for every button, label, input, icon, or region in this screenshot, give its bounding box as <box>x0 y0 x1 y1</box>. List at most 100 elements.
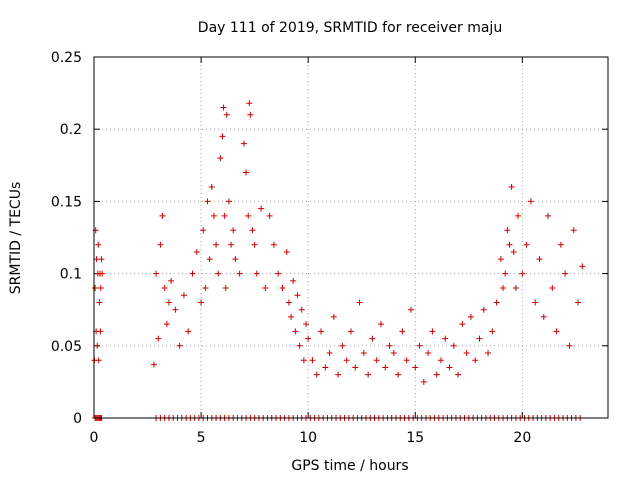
data-point <box>219 133 226 140</box>
data-point <box>330 313 337 320</box>
data-point <box>150 361 157 368</box>
data-point <box>213 241 220 248</box>
data-point <box>292 328 299 335</box>
y-tick-label: 0.25 <box>51 50 82 66</box>
x-tick-label: 5 <box>197 430 206 446</box>
data-point <box>420 378 427 385</box>
data-point <box>155 335 162 342</box>
data-point <box>382 364 389 371</box>
data-point <box>326 350 333 357</box>
data-point <box>230 227 237 234</box>
data-point <box>433 371 440 378</box>
data-point <box>223 111 230 118</box>
data-point <box>92 285 99 292</box>
data-point <box>369 335 376 342</box>
data-point <box>262 285 269 292</box>
data-point <box>247 111 254 118</box>
data-point <box>163 321 170 328</box>
data-point <box>575 299 582 306</box>
x-tick-label: 15 <box>406 430 424 446</box>
data-point <box>176 342 183 349</box>
y-tick-label: 0.15 <box>51 194 82 210</box>
data-point <box>519 270 526 277</box>
plot-frame <box>93 56 609 419</box>
data-point <box>540 313 547 320</box>
data-point <box>446 364 453 371</box>
data-point <box>258 205 265 212</box>
data-point <box>236 270 243 277</box>
data-point <box>425 350 432 357</box>
chart-title: Day 111 of 2019, SRMTID for receiver maj… <box>198 20 502 36</box>
data-point <box>549 285 556 292</box>
data-point <box>553 328 560 335</box>
data-point <box>508 183 515 190</box>
data-point <box>270 241 277 248</box>
data-point <box>180 292 187 299</box>
data-point <box>309 357 316 364</box>
data-point <box>266 212 273 219</box>
data-point <box>437 357 444 364</box>
data-point <box>221 212 228 219</box>
data-point <box>168 277 175 284</box>
data-point <box>472 357 479 364</box>
data-point <box>545 212 552 219</box>
data-point <box>566 342 573 349</box>
data-point <box>515 212 522 219</box>
data-point <box>504 227 511 234</box>
data-point <box>96 299 103 306</box>
data-point <box>459 321 466 328</box>
data-point <box>305 335 312 342</box>
data-point <box>232 256 239 263</box>
x-axis-label: GPS time / hours <box>291 458 408 474</box>
data-point <box>476 335 483 342</box>
data-point <box>215 270 222 277</box>
data-point <box>275 270 282 277</box>
data-point <box>390 350 397 357</box>
data-point <box>240 140 247 147</box>
data-point <box>300 357 307 364</box>
data-point <box>493 299 500 306</box>
data-point <box>570 227 577 234</box>
data-point <box>222 285 229 292</box>
grid-lines <box>94 57 608 418</box>
data-point <box>283 248 290 255</box>
data-point <box>480 306 487 313</box>
data-point <box>95 241 102 248</box>
data-point <box>536 256 543 263</box>
data-point <box>412 364 419 371</box>
x-tick-labels: 0 5 10 15 20 <box>90 430 532 446</box>
data-point <box>407 306 414 313</box>
y-tick-label: 0 <box>73 411 82 427</box>
data-point <box>159 212 166 219</box>
data-point <box>463 350 470 357</box>
data-point <box>251 241 258 248</box>
data-point <box>204 198 211 205</box>
data-point <box>99 270 106 277</box>
y-axis-label: SRMTID / TECUs <box>8 182 24 295</box>
data-point <box>97 328 104 335</box>
data-point <box>506 241 513 248</box>
data-point <box>161 285 168 292</box>
data-point <box>220 104 227 111</box>
data-point <box>200 227 207 234</box>
data-point <box>208 183 215 190</box>
data-point <box>562 270 569 277</box>
data-point <box>365 371 372 378</box>
data-point <box>165 299 172 306</box>
data-point <box>246 100 253 107</box>
data-point <box>279 285 286 292</box>
data-point <box>217 155 224 162</box>
data-point <box>450 342 457 349</box>
data-point <box>210 212 217 219</box>
data-point <box>294 292 301 299</box>
y-tick-label: 0.05 <box>51 339 82 355</box>
data-point <box>303 321 310 328</box>
axis-ticks <box>93 56 608 419</box>
data-point <box>249 227 256 234</box>
y-tick-label: 0.1 <box>60 267 82 283</box>
data-point <box>313 371 320 378</box>
data-point <box>455 371 462 378</box>
data-point <box>386 342 393 349</box>
data-point <box>343 357 350 364</box>
